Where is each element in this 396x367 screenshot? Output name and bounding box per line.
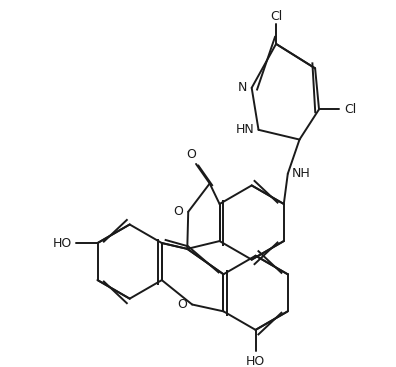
Text: HO: HO (246, 355, 265, 367)
Text: HO: HO (53, 236, 72, 250)
Text: O: O (173, 205, 183, 218)
Text: O: O (177, 298, 187, 311)
Text: O: O (186, 148, 196, 161)
Text: N: N (238, 81, 248, 94)
Text: Cl: Cl (270, 10, 282, 23)
Text: HN: HN (236, 123, 254, 136)
Text: NH: NH (292, 167, 311, 180)
Text: Cl: Cl (344, 103, 356, 116)
